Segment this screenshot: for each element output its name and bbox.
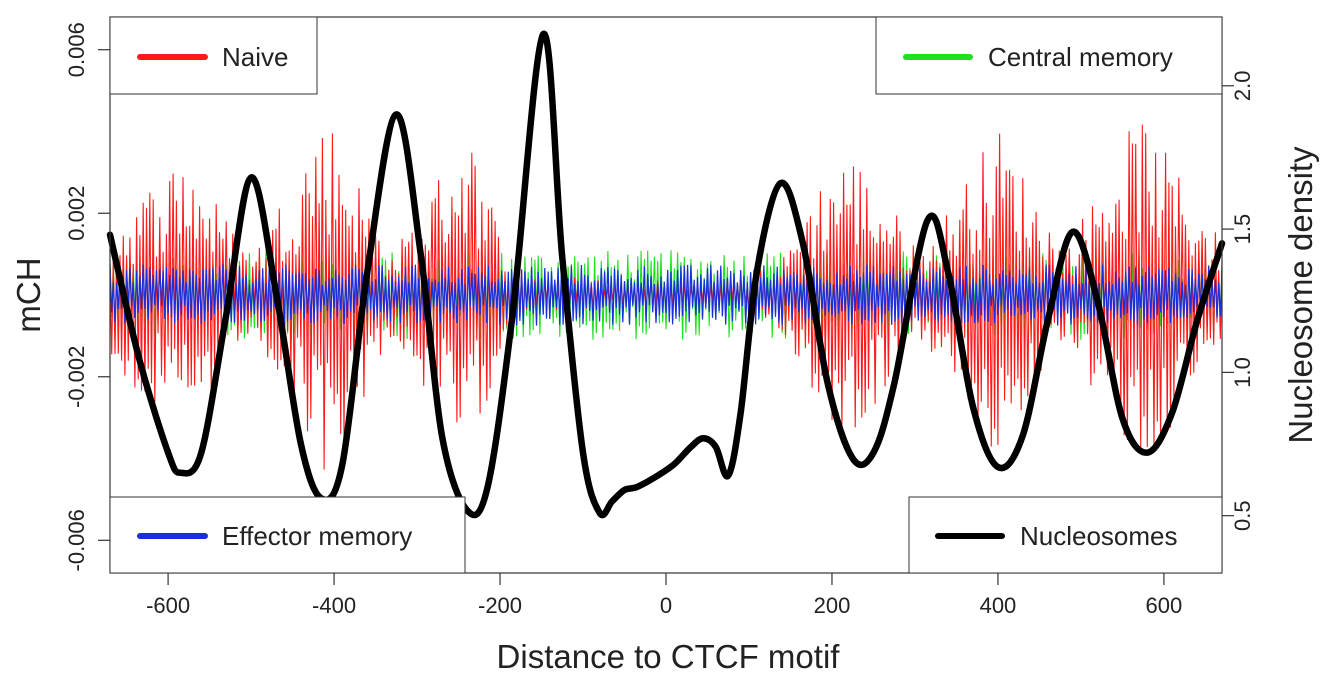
axis-layer: -600 -400 -200 0 200 400 600 -0.006 -0.002 0.002 0… bbox=[64, 22, 1255, 618]
series-nucleosomes-line bbox=[106, 30, 1226, 519]
x-tick-label: 200 bbox=[814, 593, 851, 618]
y2-tick-label: 1.0 bbox=[1230, 357, 1255, 388]
legend-nucleosomes: Nucleosomes bbox=[908, 496, 1223, 574]
y-tick-label: 0.002 bbox=[64, 186, 89, 241]
legend-naive: Naive bbox=[109, 16, 318, 95]
x-tick-label: 400 bbox=[980, 593, 1017, 618]
x-tick-label: 600 bbox=[1146, 593, 1183, 618]
legend-effector-memory: Effector memory bbox=[109, 496, 466, 574]
x-tick-label: -200 bbox=[478, 593, 522, 618]
y2-tick-label: 2.0 bbox=[1230, 71, 1255, 102]
x-tick-label: -400 bbox=[312, 593, 356, 618]
legend-nucleosomes-label: Nucleosomes bbox=[1020, 521, 1178, 551]
x-axis-title: Distance to CTCF motif bbox=[497, 638, 841, 675]
y2-tick-label: 1.5 bbox=[1230, 214, 1255, 245]
y-tick-label: -0.006 bbox=[64, 509, 89, 571]
series-layer bbox=[106, 30, 1226, 519]
x-tick-label: 0 bbox=[660, 593, 672, 618]
legend-central-memory: Central memory bbox=[875, 16, 1223, 95]
y-tick-label: -0.002 bbox=[64, 346, 89, 408]
y2-axis-title: Nucleosome density bbox=[1282, 146, 1319, 444]
legend-central-memory-label: Central memory bbox=[988, 42, 1173, 72]
series-effector-memory-line bbox=[109, 264, 1223, 326]
legend-naive-label: Naive bbox=[222, 42, 288, 72]
legend-effector-memory-label: Effector memory bbox=[222, 521, 412, 551]
y2-tick-label: 0.5 bbox=[1230, 500, 1255, 531]
y-axis-title: mCH bbox=[10, 257, 47, 332]
x-tick-label: -600 bbox=[146, 593, 190, 618]
y-tick-label: 0.006 bbox=[64, 22, 89, 77]
